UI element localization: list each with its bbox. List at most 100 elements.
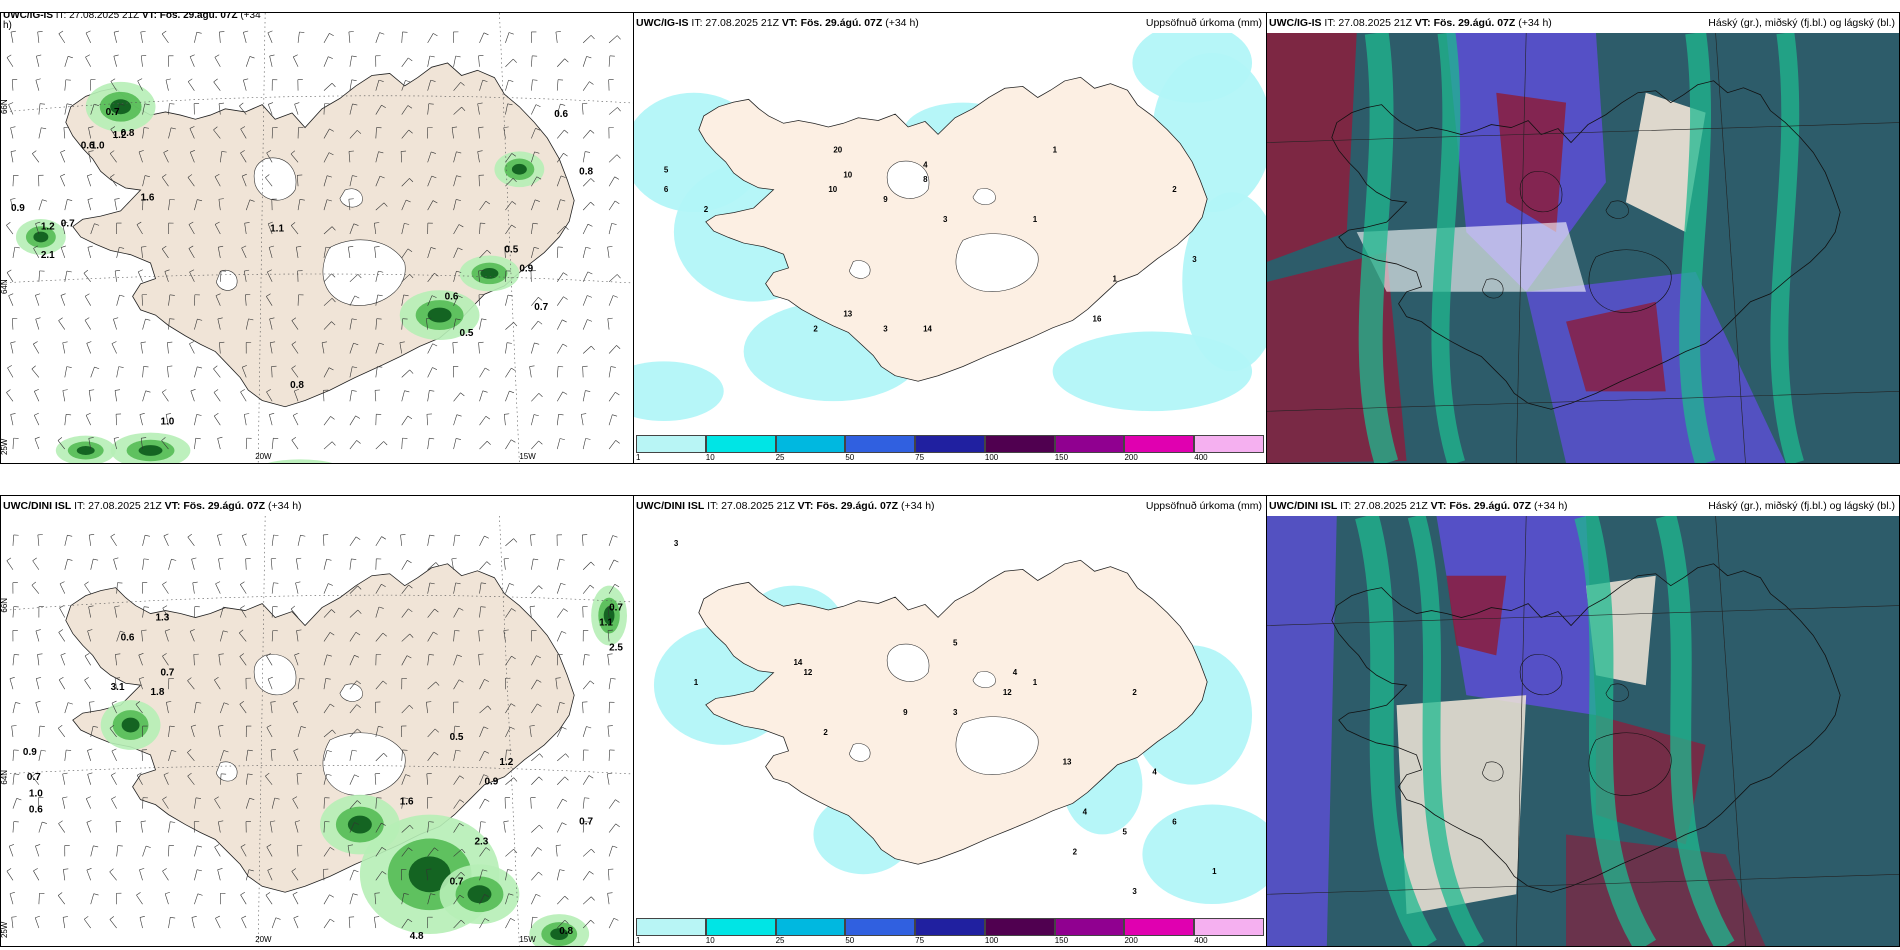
lat-label-66n: 66N	[1, 598, 9, 613]
precip-value-label: 2	[1132, 688, 1137, 697]
precip-value-labels: 0.7 1.1 2.5 0.9 0.7 1.0 0.6 0.6 0.5 1.2 0.7 0.9 1.6 2…	[23, 603, 623, 942]
lead-time-cont: h)	[3, 20, 12, 31]
init-time: IT: 27.08.2025 21Z	[74, 500, 162, 512]
panel-wind-ig: UWC/IG-IS IT: 27.08.2025 21Z VT: Fös. 29…	[0, 12, 634, 464]
lon-line	[257, 516, 266, 946]
panel-header: UWC/IG-IS IT: 27.08.2025 21Z VT: Fös. 29…	[634, 13, 1266, 33]
glacier	[1519, 171, 1563, 212]
vt-label: VT:	[797, 500, 814, 512]
colorbar-swatch	[984, 918, 1055, 936]
init-time: IT: 27.08.2025 21Z	[1340, 500, 1428, 512]
colorbar-tick: 75	[915, 453, 925, 462]
colorbar-swatch	[845, 918, 916, 936]
colorbar-tick: 50	[845, 936, 855, 945]
precip-value-label: 2.1	[41, 250, 55, 261]
panel-precip-dini: UWC/DINI ISL IT: 27.08.2025 21Z VT: Fös.…	[633, 495, 1267, 947]
precip-value-label: 2	[704, 205, 709, 214]
vt-label: VT:	[141, 12, 157, 21]
precip-value-label: 2	[823, 728, 828, 737]
lon-label-25w: 25W	[1, 921, 9, 938]
precip-colorbar	[636, 435, 1265, 453]
precip-value-label: 1.0	[91, 140, 105, 151]
glacier	[1482, 278, 1504, 299]
valid-time: Fös. 29.ágú. 07Z	[800, 17, 883, 29]
precip-value-label: 0.7	[27, 772, 41, 783]
glacier	[322, 239, 406, 306]
glacier	[849, 743, 871, 762]
wind-map-svg: 0.7 1.1 2.5 0.9 0.7 1.0 0.6 0.6 0.5 1.2 0.7 0.9 1.6 2…	[1, 516, 633, 946]
precip-value-label: 4	[1083, 808, 1088, 817]
valid-time: Fös. 29.ágú. 07Z	[816, 500, 899, 512]
wind-map[interactable]: 0.6 0.8 0.9 1.2 0.5 0.9 0.7 0.6 0.5 1.0 0.8 1.0 0.7 0…	[1, 13, 633, 463]
vt-label: VT:	[1414, 17, 1431, 29]
lon-label-15w: 15W	[519, 935, 536, 944]
colorbar-tick: 25	[775, 453, 785, 462]
precip-map[interactable]: 3 1 2 14 12 9 5 4 3 1 12 2 13 4 5 6 2 3 1 4	[634, 516, 1266, 914]
precip-value-label: 0.9	[23, 747, 37, 758]
lon-label-25w: 25W	[1, 438, 9, 455]
precip-value-label: 6	[1172, 817, 1177, 826]
lat-line	[1, 273, 633, 284]
lat-line	[1, 95, 633, 113]
lon-line	[499, 516, 520, 946]
precip-value-labels: 0.60.80.91.20.50.90.70.60.51.00.81.00.70…	[11, 107, 594, 427]
precip-value-label: 3	[1192, 255, 1197, 264]
iceland-landmass	[698, 559, 1208, 865]
colorbar-swatch	[1194, 918, 1265, 936]
precip-value-label: 14	[793, 658, 802, 667]
precip-value-label: 1.2	[113, 130, 127, 141]
colorbar-swatch	[1054, 435, 1125, 453]
glacier	[1605, 683, 1629, 702]
glacier	[972, 188, 996, 205]
colorbar-swatch	[1124, 435, 1195, 453]
lat-label-64n: 64N	[1, 279, 9, 294]
lat-line	[1, 765, 633, 775]
colorbar-tick: 10	[705, 453, 715, 462]
colorbar-tick: 150	[1054, 936, 1069, 945]
lon-line	[257, 13, 266, 463]
colorbar-tick: 25	[775, 936, 785, 945]
colorbar-tick: 200	[1124, 936, 1138, 945]
iceland-landmass	[65, 563, 575, 893]
valid-time: Fös. 29.ágú. 07Z	[1449, 500, 1532, 512]
wind-barbs	[6, 30, 621, 450]
glacier	[886, 160, 930, 199]
colorbar-tick: 100	[984, 453, 999, 462]
precip-value-label: 3.1	[111, 682, 125, 693]
cloud-map[interactable]	[1267, 516, 1899, 946]
wind-map[interactable]: 0.7 1.1 2.5 0.9 0.7 1.0 0.6 0.6 0.5 1.2 0.7 0.9 1.6 2…	[1, 516, 633, 946]
precip-value-label: 1.1	[270, 224, 284, 235]
precip-value-label: 13	[1063, 758, 1072, 767]
colorbar-tick: 150	[1054, 453, 1069, 462]
precip-value-label: 0.7	[160, 667, 174, 678]
lead-time: (+34 h)	[1533, 500, 1568, 512]
colorbar-swatch	[915, 918, 985, 936]
precip-value-label: 0.5	[450, 732, 464, 743]
colorbar-swatch	[705, 435, 776, 453]
field-title: Uppsöfnuð úrkoma (mm)	[1145, 17, 1262, 29]
precip-value-label: 1.3	[156, 613, 170, 624]
glacier	[216, 761, 238, 782]
precip-value-label: 0.8	[121, 128, 135, 139]
precip-value-label: 1	[1033, 215, 1038, 224]
precip-value-label: 0.8	[559, 926, 573, 937]
colorbar-tick: 1	[636, 936, 641, 945]
precip-value-label: 0.6	[81, 140, 95, 151]
field-title: Háský (gr.), miðský (fj.bl.) og lágský (…	[1708, 17, 1895, 29]
panel-header: UWC/IG-IS IT: 27.08.2025 21Z VT: Fös. 29…	[1267, 13, 1899, 33]
precip-map[interactable]: 2 5 6 13 20 10 9 3 1 4 8 10 2 1 3 14 16 1 3 2	[634, 33, 1266, 431]
precip-value-label: 6	[664, 185, 669, 194]
cloud-map-svg	[1267, 516, 1899, 946]
lon-label-20w: 20W	[255, 452, 272, 461]
glacier	[886, 643, 930, 682]
precip-value-label: 1.6	[400, 797, 414, 808]
lead-time: (+34 h)	[267, 500, 302, 512]
lon-label-20w: 20W	[255, 935, 272, 944]
precip-value-label: 3	[943, 215, 948, 224]
precip-value-label: 16	[1093, 315, 1102, 324]
precip-value-label: 1	[694, 678, 699, 687]
cloud-map[interactable]	[1267, 33, 1899, 463]
glacier	[849, 260, 871, 279]
panel-header: UWC/DINI ISL IT: 27.08.2025 21Z VT: Fös.…	[1, 496, 633, 516]
